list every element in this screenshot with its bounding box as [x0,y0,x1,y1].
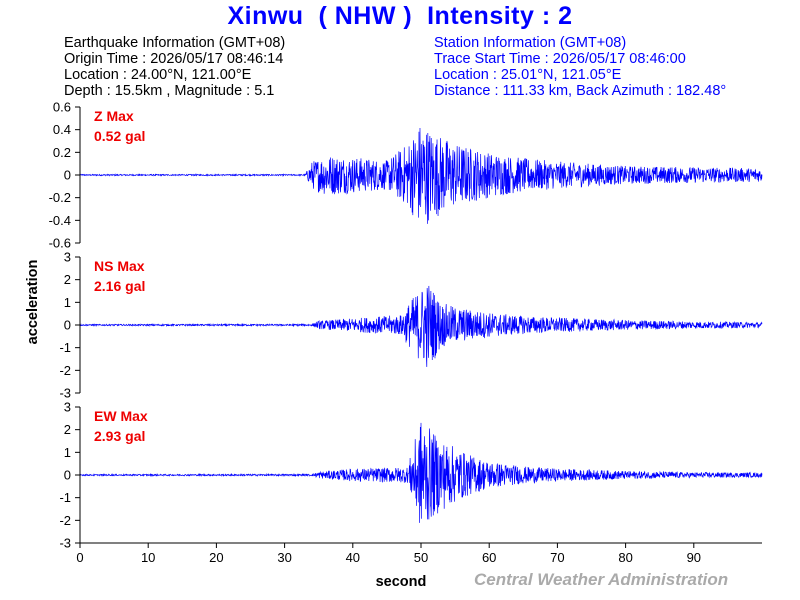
x-tick-label: 60 [482,550,496,565]
station-info: Station Information (GMT+08) Trace Start… [434,35,726,99]
y-tick: -0.4 [49,213,80,228]
earthquake-info-heading: Earthquake Information (GMT+08) [64,35,286,51]
trace-z [79,128,763,224]
y-tick: 0 [64,168,80,183]
y-tick-label: -3 [59,386,71,401]
y-tick: 0.4 [53,122,80,137]
y-tick-label: 0 [64,468,71,483]
panel-ew: -3 -2 -1 0 1 2 3 EW Max 2.93 gal [59,400,763,551]
y-tick: 0 [64,318,80,333]
y-tick-label: 2 [64,272,71,287]
y-axis-label: acceleration [25,260,41,345]
trace-ew [79,422,763,523]
y-tick: 3 [64,250,80,265]
y-tick-label: 3 [64,250,71,265]
y-tick-label: -0.4 [49,213,71,228]
x-tick-label: 80 [618,550,632,565]
y-tick-label: -1 [59,340,71,355]
max-value-ew: 2.93 gal [94,428,145,444]
y-tick: -2 [59,363,80,378]
max-label-ns: NS Max [94,258,145,274]
y-tick: 2 [64,422,80,437]
x-tick-label: 20 [209,550,223,565]
y-tick-label: -2 [59,513,71,528]
x-tick: 60 [482,543,496,565]
y-tick-label: 1 [64,445,71,460]
y-tick: -3 [59,386,80,401]
y-tick-label: 1 [64,295,71,310]
max-label-ew: EW Max [94,408,148,424]
y-tick-label: 0.2 [53,145,71,160]
x-tick: 70 [550,543,565,565]
depth-magnitude: Depth : 15.5km , Magnitude : 5.1 [64,83,275,99]
x-tick-label: 0 [76,550,83,565]
distance-azimuth: Distance : 111.33 km, Back Azimuth : 182… [434,83,727,99]
y-tick: 2 [64,272,80,287]
panel-ns: -3 -2 -1 0 1 2 3 NS Max 2.16 gal [59,250,763,401]
chart-title: Xinwu ( NHW ) Intensity : 2 [227,2,573,30]
y-tick: -1 [59,490,80,505]
x-tick-label: 50 [414,550,428,565]
y-tick: -1 [59,340,80,355]
y-tick-label: 0 [64,168,71,183]
x-tick-label: 90 [687,550,701,565]
max-value-ns: 2.16 gal [94,278,145,294]
x-tick: 80 [618,543,633,565]
panel-z: -0.6 -0.4 -0.2 0 0.2 0.4 0.6 Z Max 0.52 gal [49,100,763,251]
x-tick: 10 [141,543,155,565]
y-tick: 3 [64,400,80,415]
y-tick-label: -1 [59,490,71,505]
station-location: Location : 25.01°N, 121.05°E [434,67,622,83]
x-tick: 90 [687,543,701,565]
x-tick: 0 [76,543,84,565]
y-tick: -0.2 [49,190,80,205]
y-tick-label: -0.6 [49,236,71,251]
max-value-z: 0.52 gal [94,128,145,144]
y-tick-label: 0.6 [53,100,71,115]
station-info-heading: Station Information (GMT+08) [434,35,627,51]
x-tick-label: 30 [277,550,291,565]
x-tick: 40 [346,543,360,565]
trace-ns [79,285,763,367]
max-label-z: Z Max [94,108,134,124]
y-tick-label: -2 [59,363,71,378]
y-tick-label: 0 [64,318,71,333]
y-tick: 0 [64,468,80,483]
x-tick-label: 40 [346,550,360,565]
epicenter-location: Location : 24.00°N, 121.00°E [64,67,252,83]
y-tick-label: -0.2 [49,190,71,205]
y-tick: 0.2 [53,145,80,160]
x-tick: 50 [414,543,428,565]
origin-time: Origin Time : 2026/05/17 08:46:14 [64,51,284,67]
y-tick: -3 [59,536,80,551]
y-tick: 0.6 [53,100,80,115]
x-axis: 0 10 20 30 40 50 60 70 80 90 [76,542,762,565]
x-axis-label: second [376,574,427,590]
credit-text: Central Weather Administration [474,570,729,589]
x-tick: 30 [277,543,292,565]
y-tick-label: 0.4 [53,122,71,137]
x-tick: 20 [209,543,224,565]
y-tick: 1 [64,445,80,460]
y-tick: -2 [59,513,80,528]
earthquake-info: Earthquake Information (GMT+08) Origin T… [64,35,285,99]
trace-start-time: Trace Start Time : 2026/05/17 08:46:00 [434,51,686,67]
y-tick-label: -3 [59,536,71,551]
y-tick: 1 [64,295,80,310]
x-tick-label: 10 [141,550,155,565]
y-tick-label: 3 [64,400,71,415]
x-tick-label: 70 [550,550,564,565]
y-tick: -0.6 [49,236,80,251]
y-tick-label: 2 [64,422,71,437]
